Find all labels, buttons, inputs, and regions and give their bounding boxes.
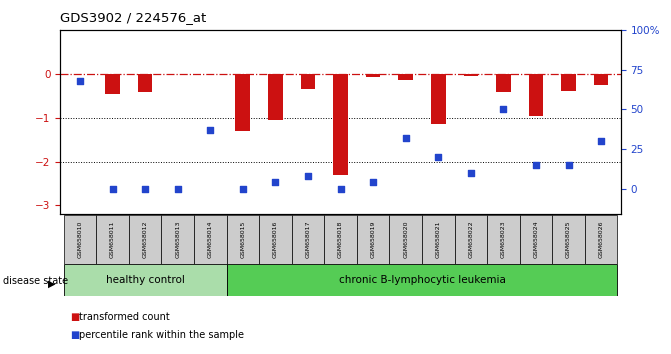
Text: GSM658013: GSM658013 xyxy=(175,221,180,258)
Bar xyxy=(552,215,585,264)
Text: GDS3902 / 224576_at: GDS3902 / 224576_at xyxy=(60,11,207,24)
Point xyxy=(596,138,607,144)
Bar xyxy=(333,74,348,175)
Text: GSM658010: GSM658010 xyxy=(77,221,83,258)
Text: GSM658024: GSM658024 xyxy=(533,221,539,258)
Text: GSM658015: GSM658015 xyxy=(240,221,246,258)
Point xyxy=(563,162,574,168)
Bar xyxy=(389,215,422,264)
Text: GSM658012: GSM658012 xyxy=(142,221,148,258)
Text: percentile rank within the sample: percentile rank within the sample xyxy=(79,330,244,340)
Bar xyxy=(227,264,617,296)
Text: ■: ■ xyxy=(70,312,80,322)
Text: GSM658016: GSM658016 xyxy=(273,221,278,258)
Point xyxy=(433,154,444,160)
Bar xyxy=(161,215,194,264)
Point xyxy=(107,186,118,192)
Bar xyxy=(138,74,152,92)
Point xyxy=(368,179,378,185)
Bar xyxy=(496,74,511,92)
Text: GSM658011: GSM658011 xyxy=(110,221,115,258)
Bar xyxy=(561,74,576,91)
Point xyxy=(498,107,509,112)
Text: ▶: ▶ xyxy=(48,279,56,289)
Bar xyxy=(454,215,487,264)
Text: GSM658020: GSM658020 xyxy=(403,221,408,258)
Bar xyxy=(594,74,609,85)
Text: GSM658018: GSM658018 xyxy=(338,221,343,258)
Bar xyxy=(366,74,380,78)
Bar xyxy=(64,215,96,264)
Bar xyxy=(259,215,292,264)
Bar xyxy=(292,215,324,264)
Text: chronic B-lymphocytic leukemia: chronic B-lymphocytic leukemia xyxy=(339,275,505,285)
Bar xyxy=(194,215,227,264)
Bar xyxy=(105,74,120,94)
Text: GSM658025: GSM658025 xyxy=(566,221,571,258)
Point xyxy=(466,170,476,176)
Bar xyxy=(129,215,161,264)
Point xyxy=(531,162,541,168)
Point xyxy=(335,186,346,192)
Text: GSM658023: GSM658023 xyxy=(501,221,506,258)
Text: GSM658022: GSM658022 xyxy=(468,221,473,258)
Point xyxy=(74,78,85,84)
Bar xyxy=(520,215,552,264)
Bar xyxy=(422,215,454,264)
Bar xyxy=(464,74,478,76)
Text: GSM658026: GSM658026 xyxy=(599,221,604,258)
Bar xyxy=(399,74,413,80)
Bar xyxy=(64,264,227,296)
Point xyxy=(270,179,280,185)
Point xyxy=(401,135,411,141)
Bar xyxy=(585,215,617,264)
Bar xyxy=(431,74,446,124)
Bar xyxy=(227,215,259,264)
Point xyxy=(205,127,215,133)
Text: ■: ■ xyxy=(70,330,80,340)
Point xyxy=(303,173,313,179)
Text: disease state: disease state xyxy=(3,276,68,286)
Text: transformed count: transformed count xyxy=(79,312,170,322)
Bar xyxy=(301,74,315,89)
Bar xyxy=(268,74,282,120)
Bar xyxy=(487,215,520,264)
Text: healthy control: healthy control xyxy=(105,275,185,285)
Point xyxy=(140,186,150,192)
Point xyxy=(238,186,248,192)
Text: GSM658021: GSM658021 xyxy=(435,221,441,258)
Text: GSM658019: GSM658019 xyxy=(370,221,376,258)
Bar xyxy=(96,215,129,264)
Bar xyxy=(236,74,250,131)
Bar xyxy=(324,215,357,264)
Bar xyxy=(357,215,389,264)
Point xyxy=(172,186,183,192)
Text: GSM658014: GSM658014 xyxy=(208,221,213,258)
Bar xyxy=(529,74,544,115)
Text: GSM658017: GSM658017 xyxy=(305,221,311,258)
